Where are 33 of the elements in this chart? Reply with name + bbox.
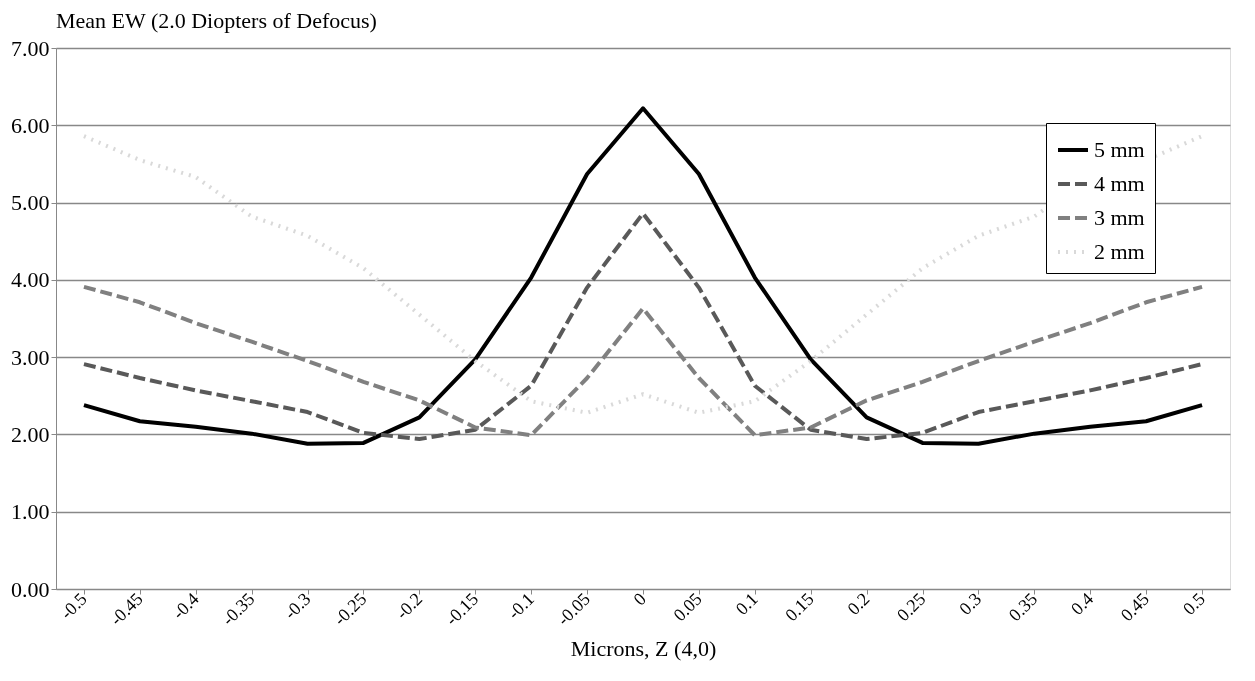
x-tick-label: 0.2	[843, 588, 874, 619]
legend-label: 5 mm	[1094, 137, 1145, 162]
x-tick-label: 0.15	[781, 588, 818, 626]
x-tick-label: -0.3	[280, 588, 315, 624]
legend-label: 4 mm	[1094, 171, 1145, 196]
legend-label: 2 mm	[1094, 239, 1145, 264]
x-tick-label: -0.5	[56, 588, 91, 624]
legend-label: 3 mm	[1094, 205, 1145, 230]
x-tick-label: 0.3	[955, 588, 986, 619]
y-tick-label: 6.00	[11, 112, 50, 138]
x-tick-label: 0.1	[731, 588, 762, 619]
x-tick-label: 0.5	[1178, 588, 1209, 619]
y-tick-label: 2.00	[11, 421, 50, 447]
x-tick-label: 0.25	[892, 588, 930, 626]
y-tick-label: 7.00	[11, 35, 50, 61]
y-tick-label: 4.00	[11, 267, 50, 293]
x-axis-title: Microns, Z (4,0)	[570, 636, 717, 662]
x-tick-label: 0	[629, 588, 650, 610]
x-tick-label: 0.45	[1116, 588, 1154, 626]
x-tick-label: -0.1	[503, 588, 539, 624]
line-series	[81, 106, 1205, 446]
y-tick-label: 5.00	[11, 190, 50, 216]
y-tick-label: 1.00	[11, 499, 50, 525]
x-tick-label: 0.05	[669, 588, 706, 626]
x-tick-label: -0.4	[168, 588, 203, 624]
y-tick-label: 0.00	[11, 576, 50, 602]
x-tick-label: -0.25	[329, 588, 371, 630]
x-tick-label: 0.35	[1004, 588, 1042, 626]
x-tick-label: -0.2	[391, 588, 427, 624]
line-series	[81, 134, 1205, 415]
x-tick-label: 0.4	[1067, 588, 1098, 619]
chart-title: Mean EW (2.0 Diopters of Defocus)	[56, 8, 377, 33]
y-tick-label: 3.00	[11, 344, 50, 370]
